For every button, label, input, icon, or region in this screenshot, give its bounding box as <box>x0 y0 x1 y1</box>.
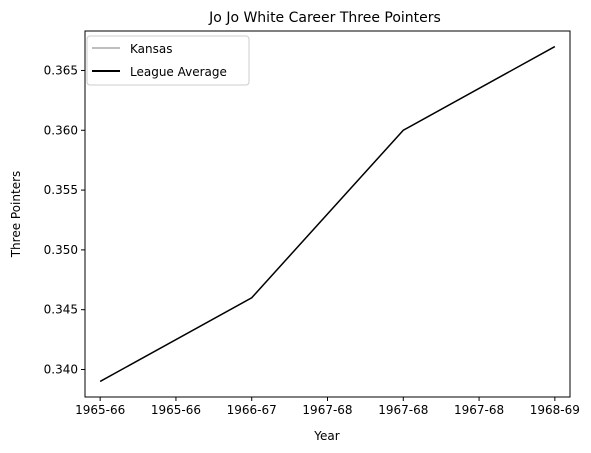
x-tick-label: 1967-68 <box>378 403 428 417</box>
y-tick-label: 0.350 <box>44 243 78 257</box>
chart-title: Jo Jo White Career Three Pointers <box>208 10 441 26</box>
series-line-league-average <box>99 45 556 383</box>
y-tick-label: 0.360 <box>44 123 78 137</box>
x-axis-ticks: 1965-66 1965-66 1966-67 1967-68 1967-68 1967-… <box>75 397 580 417</box>
x-tick-label: 1967-68 <box>454 403 504 417</box>
series-lines <box>99 45 556 383</box>
legend: Kansas League Average <box>86 35 250 86</box>
legend-label-league-average: League Average <box>130 65 227 79</box>
x-tick-label: 1967-68 <box>302 403 352 417</box>
y-tick-label: 0.355 <box>44 183 78 197</box>
y-tick-label: 0.345 <box>44 303 78 317</box>
x-tick-label: 1965-66 <box>151 403 201 417</box>
plot-area <box>84 30 571 398</box>
y-axis-label: Three Pointers <box>9 171 23 259</box>
y-tick-label: 0.365 <box>44 63 78 77</box>
y-axis-ticks: 0.340 0.345 0.350 0.355 0.360 0.365 <box>44 63 85 376</box>
legend-label-kansas: Kansas <box>130 42 172 56</box>
y-tick-label: 0.340 <box>44 362 78 376</box>
x-tick-label: 1966-67 <box>227 403 277 417</box>
x-tick-label: 1968-69 <box>530 403 580 417</box>
x-axis-label: Year <box>313 429 339 443</box>
legend-box <box>86 35 250 86</box>
x-tick-label: 1965-66 <box>75 403 125 417</box>
